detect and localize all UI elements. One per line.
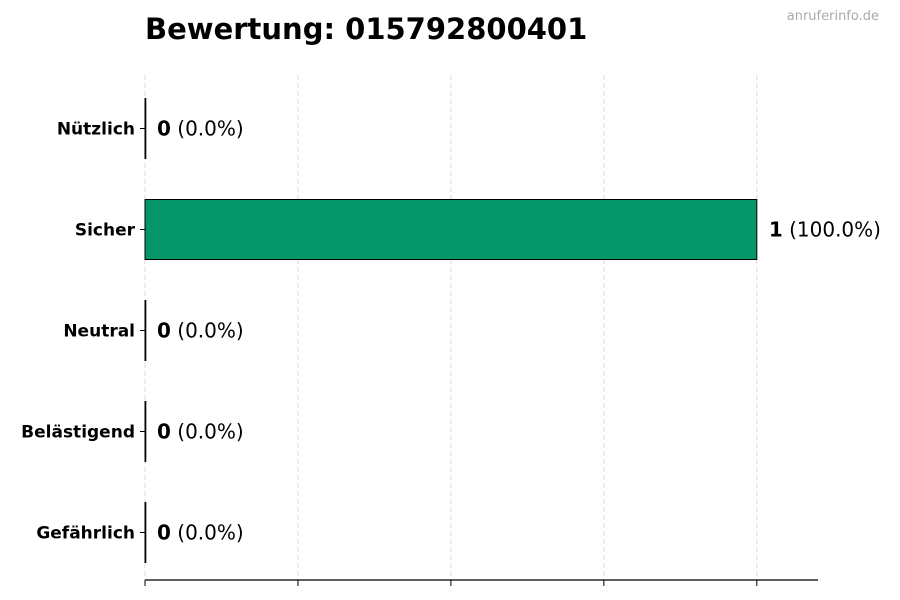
bar <box>144 199 758 260</box>
bar <box>144 502 147 563</box>
data-label: 0 (0.0%) <box>157 420 244 444</box>
bar <box>144 300 147 361</box>
watermark: anruferinfo.de <box>786 9 879 24</box>
category-label: Belästigend <box>21 423 135 443</box>
category-label: Neutral <box>63 322 135 342</box>
data-label: 1 (100.0%) <box>769 218 881 242</box>
data-label: 0 (0.0%) <box>157 117 244 141</box>
bar <box>144 401 147 462</box>
chart-title: Bewertung: 015792800401 <box>145 12 588 46</box>
category-label: Sicher <box>75 221 136 241</box>
data-label: 0 (0.0%) <box>157 521 244 545</box>
bar <box>144 98 147 159</box>
data-label: 0 (0.0%) <box>157 319 244 343</box>
category-label: Nützlich <box>57 120 135 140</box>
category-label: Gefährlich <box>36 524 135 544</box>
